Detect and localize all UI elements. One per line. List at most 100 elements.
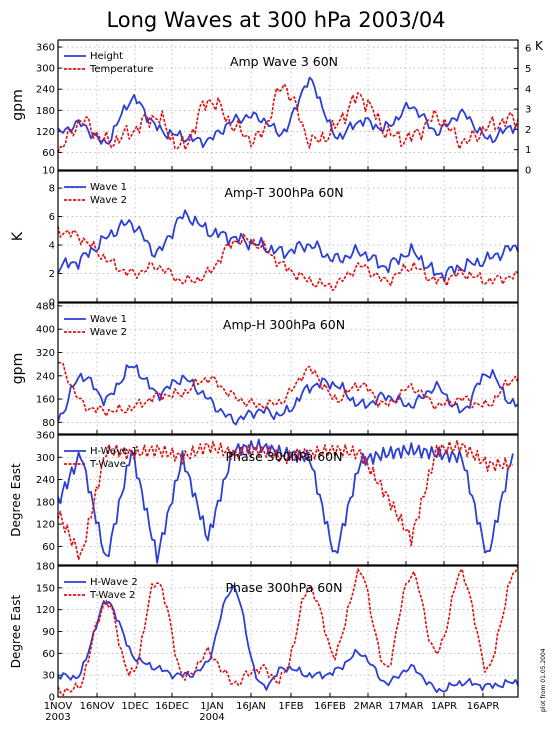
y-tick-label: 60 bbox=[42, 542, 55, 553]
series-line-2 bbox=[57, 439, 513, 561]
legend: Wave 1 Wave 2 bbox=[64, 314, 127, 338]
panel-2: 0 2 4 6 8 K Amp-T 300hPa 60N Wave 1 Wave 2 bbox=[10, 170, 519, 309]
y-tick-label-right: 1 bbox=[525, 145, 531, 156]
series-line-1 bbox=[57, 209, 519, 283]
legend-label: T-Wave 2 bbox=[89, 590, 135, 601]
y-tick-label: 2 bbox=[49, 269, 55, 280]
panel-frame bbox=[57, 39, 519, 171]
y-tick-label: 120 bbox=[36, 520, 55, 531]
panel-frame bbox=[57, 434, 519, 566]
y-tick-label: 4 bbox=[49, 241, 55, 252]
y-tick-label: 0 bbox=[49, 693, 55, 704]
y-axis-label: K bbox=[10, 231, 26, 241]
legend-label: Height bbox=[90, 51, 123, 62]
y-axis: 0 2 4 6 8 bbox=[49, 184, 62, 309]
panel-3: 80 160 240 320 400 480 gpm Amp-H 300hPa 60N Wave… bbox=[10, 301, 519, 435]
y-tick-label: 300 bbox=[36, 453, 55, 464]
y-tick-label-right: 0 bbox=[525, 166, 531, 177]
y-tick-label-right: 4 bbox=[525, 84, 531, 95]
x-tick-label: 1FEB bbox=[278, 701, 303, 712]
x-tick-label: 16JAN bbox=[236, 701, 266, 712]
series-line-1 bbox=[57, 364, 519, 426]
y-tick-label: 8 bbox=[49, 184, 55, 195]
y-tick-label: 360 bbox=[36, 43, 55, 54]
y-tick-label: 360 bbox=[36, 431, 55, 442]
x-axis: 1NOV 16NOV 1DEC 16DEC 1JAN 16JAN 1FEB 16FEB 2MAR… bbox=[44, 701, 500, 723]
y-tick-label: 60 bbox=[42, 649, 55, 660]
legend-label: T-Wave bbox=[89, 459, 126, 470]
y-tick-label: 80 bbox=[42, 418, 55, 429]
panel-title: Amp-H 300hPa 60N bbox=[223, 317, 345, 332]
x-tick-label: 16APR bbox=[467, 701, 500, 712]
legend-label: Wave 2 bbox=[90, 195, 127, 206]
x-tick-label: 16FEB bbox=[314, 701, 346, 712]
y-tick-label: 240 bbox=[36, 371, 55, 382]
series-line-2 bbox=[57, 83, 519, 153]
series-line-2 bbox=[57, 226, 519, 292]
series-line-2 bbox=[58, 361, 519, 417]
grid-lines bbox=[57, 40, 518, 170]
y-tick-label: 480 bbox=[36, 301, 55, 312]
panel-1: 10 60 120 180 240 300 360 gpm 0 1 2 3 4 5 6 K Amp Wave 3… bbox=[10, 39, 544, 177]
y-tick-label: 6 bbox=[49, 212, 55, 223]
plot-credit: plot from 01.05.2004 bbox=[540, 648, 547, 712]
panel-frame bbox=[57, 565, 519, 698]
y-axis-label-right: K bbox=[535, 39, 544, 53]
figure-title: Long Waves at 300 hPa 2003/04 bbox=[106, 8, 445, 32]
panel-title: Phase 300hPa 60N bbox=[226, 449, 343, 464]
y-tick-label-right: 3 bbox=[525, 105, 531, 116]
y-tick-label: 400 bbox=[36, 325, 55, 336]
x-tick-label: 17MAR bbox=[388, 701, 423, 712]
y-tick-label: 180 bbox=[36, 497, 55, 508]
legend: H-Wave 1 T-Wave bbox=[64, 446, 138, 470]
legend: Wave 1 Wave 2 bbox=[64, 182, 127, 206]
series-line-2 bbox=[57, 566, 519, 697]
x-tick-label: 2MAR bbox=[354, 701, 383, 712]
grid-lines bbox=[57, 566, 518, 697]
x-tick-label: 1NOV bbox=[44, 701, 73, 712]
legend-label: Wave 1 bbox=[90, 314, 127, 325]
y-tick-label: 30 bbox=[42, 671, 55, 682]
y-axis: 80 160 240 320 400 480 bbox=[36, 301, 62, 429]
panel-title: Phase 300hPa 60N bbox=[226, 580, 343, 595]
y-tick-label: 150 bbox=[36, 583, 55, 594]
series-line-1 bbox=[57, 584, 519, 693]
y-tick-label: 160 bbox=[36, 395, 55, 406]
y-tick-label: 240 bbox=[36, 475, 55, 486]
x-tick-label: 16DEC bbox=[155, 701, 189, 712]
panel-frame bbox=[57, 170, 519, 303]
legend: H-Wave 2 T-Wave 2 bbox=[64, 577, 138, 601]
legend: Height Temperature bbox=[64, 51, 153, 75]
legend-label: H-Wave 1 bbox=[90, 446, 138, 457]
y-tick-label-right: 6 bbox=[525, 44, 531, 55]
x-tick-label: 1JAN bbox=[200, 701, 223, 712]
y-tick-label: 120 bbox=[36, 127, 55, 138]
x-year-label: 2004 bbox=[199, 712, 224, 723]
y-tick-label: 180 bbox=[36, 106, 55, 117]
panel-4: 60 120 180 240 300 360 Degree East Phase 300hPa… bbox=[9, 431, 519, 566]
y-tick-label: 300 bbox=[36, 64, 55, 75]
y-axis: 60 120 180 240 300 360 bbox=[36, 431, 62, 553]
y-tick-label: 90 bbox=[42, 627, 55, 638]
panel-title: Amp Wave 3 60N bbox=[230, 54, 338, 69]
series-line-1 bbox=[57, 76, 519, 149]
panel-5: 0 30 60 90 120 150 180 Degree East Phase 300hPa … bbox=[9, 562, 519, 704]
legend-label: Wave 1 bbox=[90, 182, 127, 193]
y-tick-label: 120 bbox=[36, 605, 55, 616]
x-tick-label: 1APR bbox=[431, 701, 457, 712]
y-tick-label: 0 bbox=[49, 298, 55, 309]
y-tick-label-right: 2 bbox=[525, 125, 531, 136]
y-axis-label: gpm bbox=[10, 353, 26, 384]
y-tick-label: 10 bbox=[42, 166, 55, 177]
y-axis-right: 0 1 2 3 4 5 6 bbox=[514, 44, 531, 177]
y-axis-label: gpm bbox=[10, 89, 26, 120]
y-axis-label: Degree East bbox=[9, 595, 23, 669]
x-tick-label: 1DEC bbox=[121, 701, 148, 712]
y-tick-label: 180 bbox=[36, 562, 55, 573]
x-tick-label: 16NOV bbox=[80, 701, 115, 712]
legend-label: H-Wave 2 bbox=[90, 577, 138, 588]
legend-label: Wave 2 bbox=[90, 327, 127, 338]
y-tick-label: 240 bbox=[36, 85, 55, 96]
